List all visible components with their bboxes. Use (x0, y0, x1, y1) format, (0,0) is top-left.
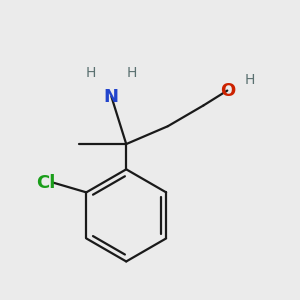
Text: O: O (220, 82, 235, 100)
Text: N: N (104, 88, 119, 106)
Text: H: H (244, 73, 255, 87)
Text: H: H (127, 66, 137, 80)
Text: H: H (85, 66, 96, 80)
Text: Cl: Cl (36, 174, 56, 192)
